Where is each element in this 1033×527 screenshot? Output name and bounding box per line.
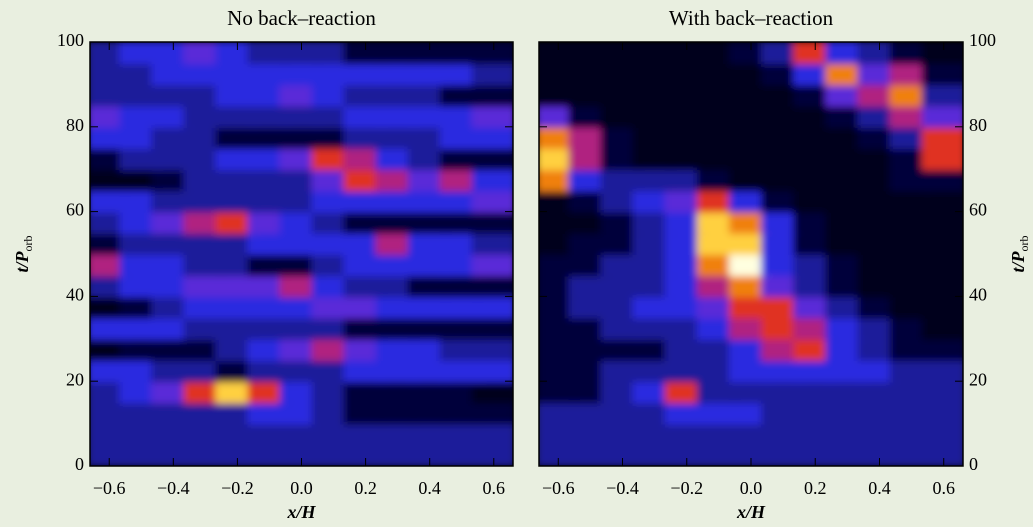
x-tick-label: 0.0: [290, 478, 313, 498]
heat-cell: [471, 125, 513, 149]
heatmap: [90, 42, 513, 466]
plot-area: [539, 42, 963, 466]
x-tick-label: −0.6: [542, 478, 575, 498]
heat-cell: [921, 189, 963, 213]
y-tick-label: 60: [969, 200, 987, 220]
heat-cell: [471, 210, 513, 234]
y-tick-label: 80: [969, 115, 987, 135]
y-axis-label-main: t/P: [12, 250, 32, 272]
x-tick-label: 0.0: [740, 478, 763, 498]
heat-cell: [471, 401, 513, 425]
heat-cell: [921, 83, 963, 107]
heat-cell: [471, 189, 513, 213]
heat-cell: [471, 274, 513, 298]
y-tick-label: 40: [969, 285, 987, 305]
x-tick-label: −0.4: [606, 478, 639, 498]
heat-cell: [921, 210, 963, 234]
heat-cell: [921, 125, 963, 149]
heat-cell: [921, 168, 963, 192]
x-axis-label: x/H: [286, 502, 316, 522]
y-axis-label-subscript: orb: [21, 236, 35, 252]
heat-cell: [471, 359, 513, 383]
heat-cell: [471, 295, 513, 319]
y-tick-label: 80: [66, 115, 84, 135]
heatmap: [539, 42, 963, 466]
heat-cell: [921, 147, 963, 171]
x-tick-label: 0.6: [932, 478, 955, 498]
x-tick-label: −0.2: [670, 478, 703, 498]
panel-title: With back–reaction: [669, 6, 834, 30]
x-tick-label: 0.2: [804, 478, 827, 498]
x-axis-label: x/H: [736, 502, 766, 522]
heat-cell: [921, 401, 963, 425]
heat-cell: [921, 422, 963, 446]
heat-cell: [921, 359, 963, 383]
y-axis-label: t/Porb: [1008, 236, 1031, 273]
heat-cell: [921, 253, 963, 277]
y-tick-label: 0: [75, 454, 84, 474]
y-tick-label: 60: [66, 200, 84, 220]
y-tick-label: 100: [969, 30, 996, 50]
heat-cell: [921, 62, 963, 86]
heat-cell: [471, 104, 513, 128]
heat-cell: [471, 147, 513, 171]
x-tick-label: −0.4: [157, 478, 190, 498]
heat-cell: [921, 443, 963, 466]
heat-cell: [921, 274, 963, 298]
x-tick-label: 0.6: [483, 478, 506, 498]
heat-cell: [921, 104, 963, 128]
heat-cell: [471, 422, 513, 446]
y-tick-label: 40: [66, 285, 84, 305]
heat-cell: [921, 295, 963, 319]
y-tick-label: 20: [66, 369, 84, 389]
x-tick-label: 0.4: [868, 478, 891, 498]
y-axis-label: t/Porb: [12, 236, 35, 273]
heat-cell: [471, 62, 513, 86]
heat-cell: [921, 231, 963, 255]
heat-cell: [471, 380, 513, 404]
panel-title: No back–reaction: [227, 6, 376, 30]
heat-cell: [921, 42, 963, 65]
heat-cell: [471, 83, 513, 107]
heat-cell: [471, 168, 513, 192]
x-tick-label: 0.2: [354, 478, 377, 498]
y-tick-label: 20: [969, 369, 987, 389]
x-tick-label: 0.4: [418, 478, 441, 498]
y-axis-label-subscript: orb: [1017, 236, 1031, 252]
heat-cell: [471, 231, 513, 255]
heat-cell: [921, 316, 963, 340]
heat-cell: [471, 337, 513, 361]
heat-cell: [921, 337, 963, 361]
heat-cell: [471, 253, 513, 277]
heat-cell: [471, 42, 513, 65]
heat-cell: [921, 380, 963, 404]
y-axis-label-main: t/P: [1008, 250, 1028, 272]
y-tick-label: 100: [57, 30, 84, 50]
heat-cell: [471, 443, 513, 466]
heat-cell: [471, 316, 513, 340]
x-tick-label: −0.6: [93, 478, 126, 498]
x-tick-label: −0.2: [221, 478, 254, 498]
plot-area: [90, 42, 513, 466]
y-tick-label: 0: [969, 454, 978, 474]
